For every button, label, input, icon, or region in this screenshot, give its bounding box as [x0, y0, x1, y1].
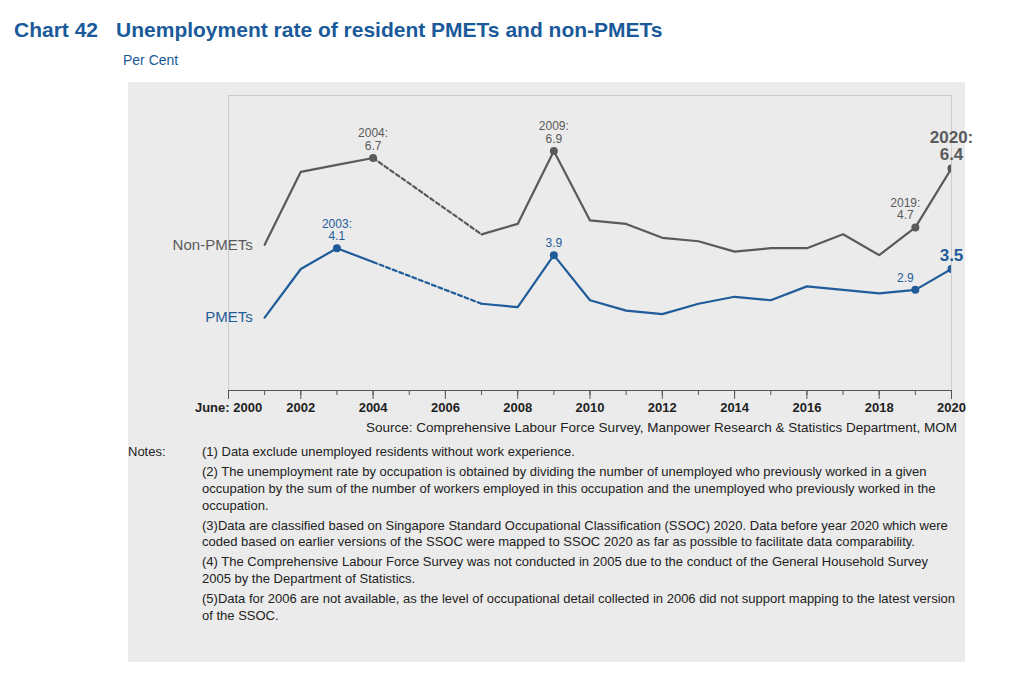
html-text:(3)Data are classified based o: (3)Data are classified based on Singapor… [202, 517, 948, 550]
html-text:Chart 42: Chart 42 [14, 18, 98, 41]
svg-text:2010: 2010 [576, 400, 605, 415]
svg-text:2.9: 2.9 [897, 271, 914, 285]
svg-text:Non-PMETs: Non-PMETs [173, 236, 253, 253]
html-text:(1) Data exclude unemployed re: (1) Data exclude unemployed residents wi… [202, 444, 575, 459]
svg-text:2012: 2012 [648, 400, 677, 415]
html-text:(2) The unemployment rate by o: (2) The unemployment rate by occupation … [202, 463, 936, 513]
svg-text:2016: 2016 [792, 400, 821, 415]
html-text:(4) The Comprehensive Labour F: (4) The Comprehensive Labour Force Surve… [202, 554, 928, 587]
svg-text:2018: 2018 [865, 400, 894, 415]
html-text:Source: Comprehensive Labour F: Source: Comprehensive Labour Force Surve… [366, 420, 957, 435]
html-text:Unemployment rate of resident: Unemployment rate of resident PMETs and … [116, 18, 663, 41]
svg-text:2002: 2002 [286, 400, 315, 415]
svg-text:3.5: 3.5 [940, 246, 964, 265]
svg-text:2020:6.4: 2020:6.4 [930, 128, 973, 165]
svg-text:2006: 2006 [431, 400, 460, 415]
html-text:Notes:: Notes: [128, 444, 166, 459]
svg-text:2008: 2008 [503, 400, 532, 415]
svg-text:2009:6.9: 2009:6.9 [539, 119, 569, 146]
svg-text:2014: 2014 [720, 400, 750, 415]
svg-text:2004: 2004 [359, 400, 389, 415]
html-text:(5)Data for 2006 are not avail: (5)Data for 2006 are not available, as t… [202, 591, 955, 623]
svg-text:2004:6.7: 2004:6.7 [358, 126, 388, 153]
svg-text:PMETs: PMETs [205, 308, 253, 325]
svg-text:3.9: 3.9 [546, 236, 563, 250]
svg-text:2019:4.7: 2019:4.7 [890, 196, 920, 223]
svg-text:2020: 2020 [937, 400, 966, 415]
svg-text:June: 2000: June: 2000 [195, 400, 262, 415]
html-text:Per Cent: Per Cent [123, 52, 179, 68]
svg-text:2003:4.1: 2003:4.1 [322, 217, 352, 244]
